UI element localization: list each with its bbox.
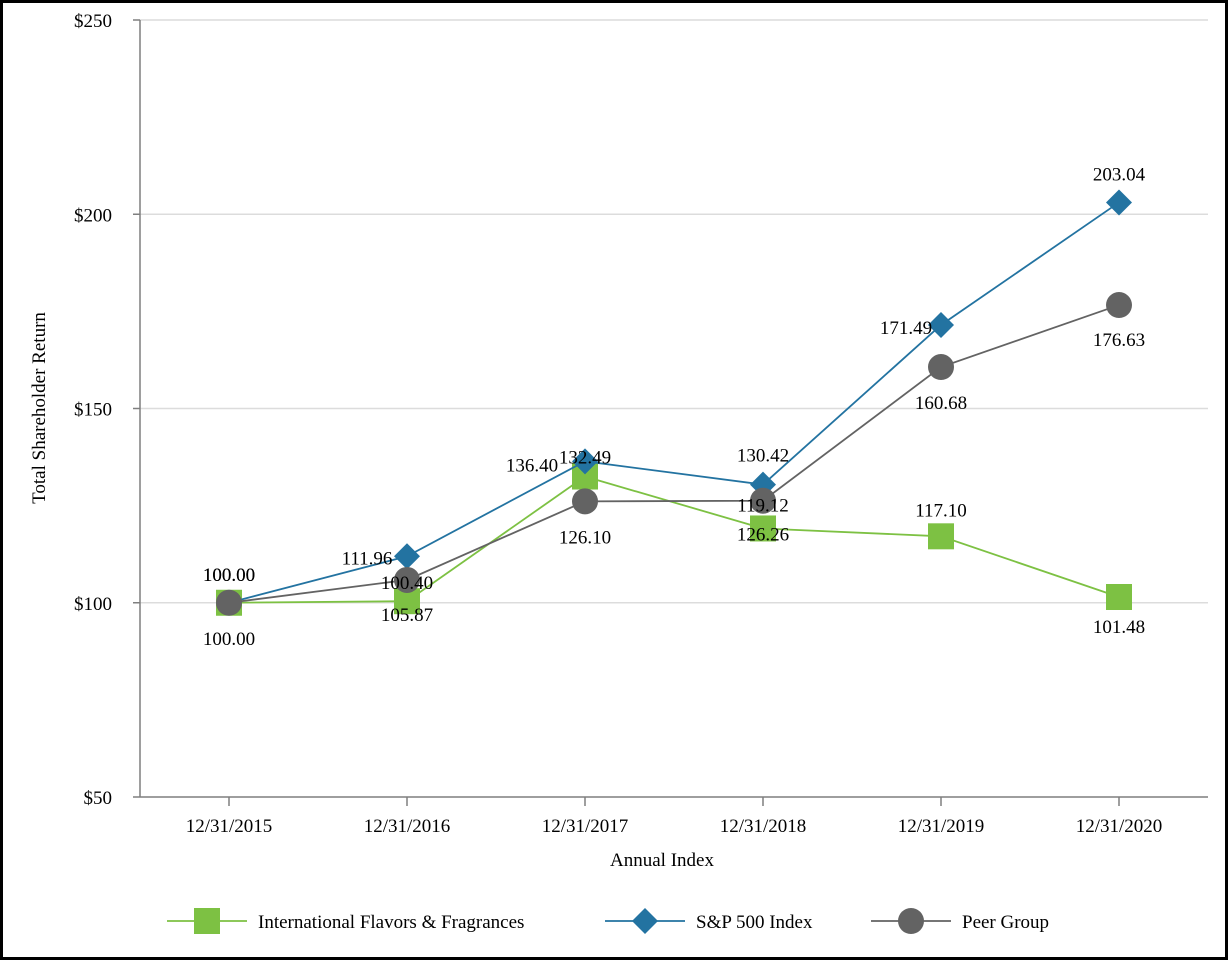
international-flavors-fragrances-data-label: 100.40 [381, 573, 433, 594]
international-flavors-fragrances-data-label: 100.00 [203, 565, 255, 586]
legend-item-peer-group: Peer Group [871, 908, 1049, 934]
peer-group-data-label: 100.00 [203, 629, 255, 650]
gridlines [133, 19, 1208, 798]
x-tick-label: 12/31/2020 [1076, 816, 1163, 837]
peer-group-data-label: 126.10 [559, 527, 611, 548]
peer-group-point [216, 589, 242, 616]
peer-group-point [750, 487, 776, 514]
y-tick-labels: $50 $100 $150 $200 $250 [74, 11, 112, 809]
legend-item-international-flavors-fragrances: International Flavors & Fragrances [167, 908, 524, 934]
data-labels: 100.00 100.40 132.49 119.12 117.10 101.48 100.… [203, 164, 1146, 649]
international-flavors-fragrances-data-label: 101.48 [1093, 617, 1145, 638]
series [216, 189, 1132, 616]
peer-group-data-label: 160.68 [915, 393, 967, 414]
legend-label: S&P 500 Index [696, 912, 813, 933]
x-tick-label: 12/31/2018 [720, 816, 807, 837]
peer-group-point [1106, 292, 1132, 319]
international-flavors-fragrances-line [228, 475, 1120, 604]
s-p-500-index-data-label: 130.42 [737, 446, 789, 467]
international-flavors-fragrances-data-label: 132.49 [559, 448, 611, 469]
s-p-500-index-point [394, 543, 420, 570]
x-axis-title: Annual Index [610, 850, 714, 871]
y-tick-label: $50 [84, 788, 113, 809]
y-tick-label: $100 [74, 594, 112, 615]
international-flavors-fragrances-data-label: 117.10 [915, 500, 967, 521]
x-tick-labels: 12/31/2015 12/31/2016 12/31/2017 12/31/2018… [186, 797, 1163, 837]
s-p-500-index-line [228, 201, 1120, 604]
x-tick-label: 12/31/2019 [898, 816, 985, 837]
legend-label: International Flavors & Fragrances [258, 912, 524, 933]
legend-square-icon [194, 908, 220, 934]
s-p-500-index-data-label: 136.40 [506, 455, 558, 476]
peer-group-data-label: 105.87 [381, 605, 433, 626]
x-tick-label: 12/31/2017 [542, 816, 629, 837]
international-flavors-fragrances-data-label: 119.12 [737, 495, 789, 516]
international-flavors-fragrances-point [1106, 584, 1132, 611]
legend-item-s-p-500-index: S&P 500 Index [605, 908, 813, 934]
international-flavors-fragrances-point [750, 515, 776, 542]
s-p-500-index-data-label: 203.04 [1093, 164, 1146, 185]
axes [139, 20, 1208, 798]
peer-group-point [928, 354, 954, 381]
s-p-500-index-point [928, 312, 954, 339]
s-p-500-index-point [572, 448, 598, 475]
y-tick-label: $200 [74, 205, 112, 226]
legend-label: Peer Group [962, 912, 1049, 933]
peer-group-line [228, 304, 1120, 604]
y-axis-title: Total Shareholder Return [29, 312, 50, 504]
legend-diamond-icon [632, 908, 658, 934]
peer-group-point [572, 488, 598, 515]
y-tick-label: $250 [74, 11, 112, 32]
legend: International Flavors & Fragrances S&P 50… [167, 908, 1049, 934]
x-tick-label: 12/31/2015 [186, 816, 273, 837]
international-flavors-fragrances-point [928, 523, 954, 550]
peer-group-point [394, 566, 420, 593]
peer-group-data-label: 176.63 [1093, 330, 1145, 351]
peer-group-data-label: 126.26 [737, 525, 789, 546]
s-p-500-index-point [1106, 189, 1132, 216]
s-p-500-index-data-label: 171.49 [880, 318, 932, 339]
y-tick-label: $150 [74, 400, 112, 421]
x-tick-label: 12/31/2016 [364, 816, 451, 837]
line-chart: $50 $100 $150 $200 $250 12/31/2015 12/31/2016… [29, 11, 1208, 934]
legend-circle-icon [898, 908, 924, 934]
s-p-500-index-data-label: 100.00 [203, 565, 255, 586]
s-p-500-index-data-label: 111.96 [342, 548, 393, 569]
